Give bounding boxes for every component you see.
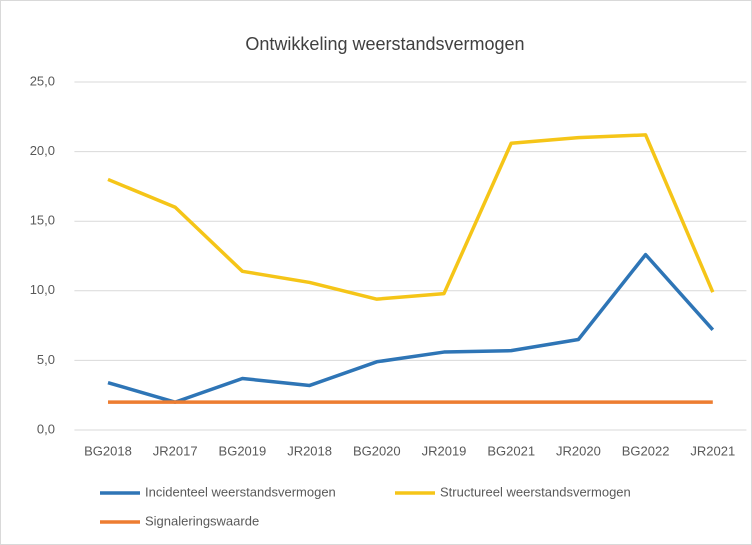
series-line	[107, 252, 715, 404]
y-tick-label: 0,0	[37, 421, 55, 436]
chart-title: Ontwikkeling weerstandsvermogen	[245, 34, 524, 54]
y-tick-label: 25,0	[30, 73, 55, 88]
x-tick-label: BG2020	[353, 443, 401, 458]
x-tick-label: BG2019	[219, 443, 267, 458]
legend-label: Structureel weerstandsvermogen	[440, 484, 631, 499]
x-tick-label: JR2018	[287, 443, 332, 458]
legend-label: Signaleringswaarde	[145, 513, 259, 528]
x-tick-label: JR2017	[153, 443, 198, 458]
x-tick-label: BG2022	[622, 443, 670, 458]
series-line	[107, 133, 715, 301]
x-tick-label: JR2021	[690, 443, 735, 458]
y-tick-label: 5,0	[37, 352, 55, 367]
x-tick-label: JR2020	[556, 443, 601, 458]
y-tick-label: 10,0	[30, 282, 55, 297]
y-tick-label: 20,0	[30, 143, 55, 158]
legend-label: Incidenteel weerstandsvermogen	[145, 484, 336, 499]
y-tick-label: 15,0	[30, 213, 55, 228]
x-tick-label: BG2021	[487, 443, 535, 458]
x-tick-label: BG2018	[84, 443, 132, 458]
x-tick-label: JR2019	[422, 443, 467, 458]
